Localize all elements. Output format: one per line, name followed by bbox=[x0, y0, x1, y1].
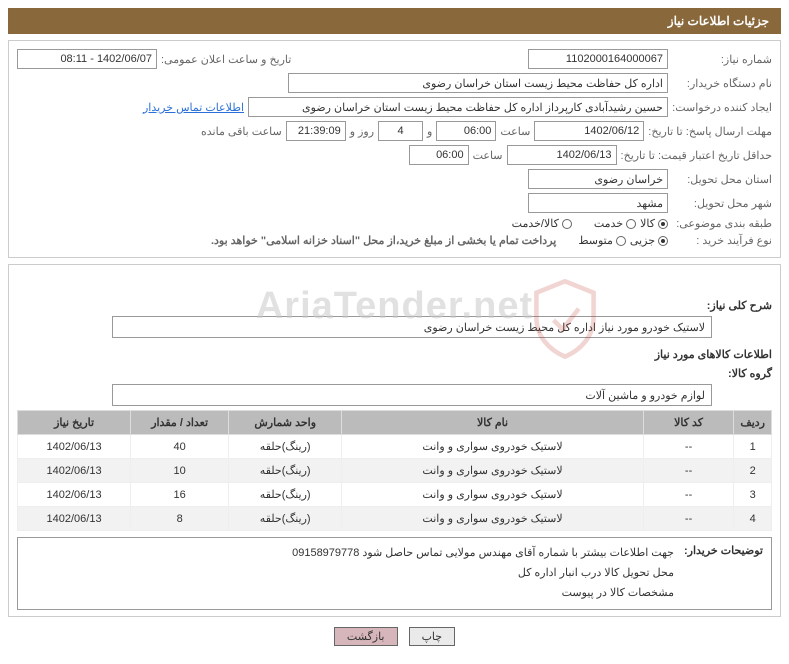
province-label: استان محل تحویل: bbox=[672, 173, 772, 186]
table-cell: (رینگ)حلقه bbox=[229, 507, 342, 531]
cat-goods-service-radio[interactable]: کالا/خدمت bbox=[512, 217, 572, 230]
remaining-label: ساعت باقی مانده bbox=[201, 125, 282, 138]
validity-hour-field: 06:00 bbox=[409, 145, 469, 165]
proc-partial-label: جزیی bbox=[630, 235, 655, 247]
need-number-field: 1102000164000067 bbox=[528, 49, 668, 69]
cat-goods-service-label: کالا/خدمت bbox=[512, 218, 559, 230]
table-cell: 10 bbox=[131, 459, 229, 483]
table-header-cell: واحد شمارش bbox=[229, 411, 342, 435]
table-cell: -- bbox=[643, 435, 733, 459]
buyer-contact-link[interactable]: اطلاعات تماس خریدار bbox=[143, 101, 244, 114]
cat-service-radio[interactable]: خدمت bbox=[594, 217, 636, 230]
table-header-cell: نام کالا bbox=[342, 411, 644, 435]
table-cell: 8 bbox=[131, 507, 229, 531]
proc-medium-radio[interactable]: متوسط bbox=[578, 234, 626, 247]
table-header-cell: کد کالا bbox=[643, 411, 733, 435]
panel-header: جزئیات اطلاعات نیاز bbox=[8, 8, 781, 34]
validity-label: حداقل تاریخ اعتبار قیمت: تا تاریخ: bbox=[621, 149, 772, 162]
table-row: 4--لاستیک خودروی سواری و وانت(رینگ)حلقه8… bbox=[18, 507, 772, 531]
announce-label: تاریخ و ساعت اعلان عمومی: bbox=[161, 53, 291, 66]
table-cell: 4 bbox=[734, 507, 772, 531]
table-cell: -- bbox=[643, 459, 733, 483]
table-cell: لاستیک خودروی سواری و وانت bbox=[342, 459, 644, 483]
need-panel: AriaTender.net شرح کلی نیاز: لاستیک خودر… bbox=[8, 264, 781, 617]
requester-field: حسین رشیدآبادی کارپرداز اداره کل حفاظت م… bbox=[248, 97, 668, 117]
table-cell: (رینگ)حلقه bbox=[229, 435, 342, 459]
table-cell: لاستیک خودروی سواری و وانت bbox=[342, 483, 644, 507]
city-label: شهر محل تحویل: bbox=[672, 197, 772, 210]
items-section-title: اطلاعات کالاهای مورد نیاز bbox=[17, 348, 772, 361]
table-cell: لاستیک خودروی سواری و وانت bbox=[342, 435, 644, 459]
table-row: 2--لاستیک خودروی سواری و وانت(رینگ)حلقه1… bbox=[18, 459, 772, 483]
need-title-value: لاستیک خودرو مورد نیاز اداره کل محیط زیس… bbox=[424, 321, 705, 334]
table-header-cell: تعداد / مقدار bbox=[131, 411, 229, 435]
requester-label: ایجاد کننده درخواست: bbox=[672, 101, 772, 114]
form-panel: شماره نیاز: 1102000164000067 تاریخ و ساع… bbox=[8, 40, 781, 258]
proc-medium-label: متوسط bbox=[578, 235, 613, 247]
province-field: خراسان رضوی bbox=[528, 169, 668, 189]
print-button[interactable]: چاپ bbox=[409, 627, 456, 646]
table-cell: 1402/06/13 bbox=[18, 435, 131, 459]
table-cell: 40 bbox=[131, 435, 229, 459]
cat-goods-label: کالا bbox=[640, 218, 655, 230]
category-label: طبقه بندی موضوعی: bbox=[672, 217, 772, 230]
announce-field: 1402/06/07 - 08:11 bbox=[17, 49, 157, 69]
table-cell: لاستیک خودروی سواری و وانت bbox=[342, 507, 644, 531]
desc-label: توضیحات خریدار: bbox=[684, 544, 763, 557]
table-cell: 1402/06/13 bbox=[18, 459, 131, 483]
table-row: 3--لاستیک خودروی سواری و وانت(رینگ)حلقه1… bbox=[18, 483, 772, 507]
need-title-label: شرح کلی نیاز: bbox=[672, 299, 772, 312]
desc-line3: مشخصات کالا در پیوست bbox=[562, 587, 674, 599]
desc-line1: جهت اطلاعات بیشتر با شماره آقای مهندس مو… bbox=[292, 547, 674, 559]
table-cell: (رینگ)حلقه bbox=[229, 483, 342, 507]
table-body: 1--لاستیک خودروی سواری و وانت(رینگ)حلقه4… bbox=[18, 435, 772, 531]
table-header-cell: ردیف bbox=[734, 411, 772, 435]
reply-hour-field: 06:00 bbox=[436, 121, 496, 141]
group-field: لوازم خودرو و ماشین آلات bbox=[112, 384, 712, 406]
table-cell: -- bbox=[643, 507, 733, 531]
footer-buttons: چاپ بازگشت bbox=[8, 627, 781, 646]
table-cell: 3 bbox=[734, 483, 772, 507]
table-cell: (رینگ)حلقه bbox=[229, 459, 342, 483]
buyer-description-box: توضیحات خریدار: جهت اطلاعات بیشتر با شما… bbox=[17, 537, 772, 610]
validity-date-field: 1402/06/13 bbox=[507, 145, 617, 165]
process-label: نوع فرآیند خرید : bbox=[672, 234, 772, 247]
table-cell: 2 bbox=[734, 459, 772, 483]
buyer-org-field: اداره کل حفاظت محیط زیست استان خراسان رض… bbox=[288, 73, 668, 93]
table-header-row: ردیفکد کالانام کالاواحد شمارشتعداد / مقد… bbox=[18, 411, 772, 435]
table-header-cell: تاریخ نیاز bbox=[18, 411, 131, 435]
reply-date-field: 1402/06/12 bbox=[534, 121, 644, 141]
table-cell: 1 bbox=[734, 435, 772, 459]
proc-partial-radio[interactable]: جزیی bbox=[630, 234, 668, 247]
days-word: روز و bbox=[350, 125, 374, 138]
payment-notice: پرداخت تمام یا بخشی از مبلغ خرید،از محل … bbox=[211, 234, 556, 247]
countdown-field: 21:39:09 bbox=[286, 121, 346, 141]
city-field: مشهد bbox=[528, 193, 668, 213]
table-cell: 16 bbox=[131, 483, 229, 507]
table-row: 1--لاستیک خودروی سواری و وانت(رینگ)حلقه4… bbox=[18, 435, 772, 459]
hour-label-2: ساعت bbox=[473, 149, 503, 162]
days-field: 4 bbox=[378, 121, 423, 141]
panel-title: جزئیات اطلاعات نیاز bbox=[668, 14, 769, 28]
table-cell: 1402/06/13 bbox=[18, 483, 131, 507]
reply-deadline-label: مهلت ارسال پاسخ: تا تاریخ: bbox=[648, 125, 772, 138]
table-cell: -- bbox=[643, 483, 733, 507]
need-title-field: لاستیک خودرو مورد نیاز اداره کل محیط زیس… bbox=[112, 316, 712, 338]
table-cell: 1402/06/13 bbox=[18, 507, 131, 531]
need-number-label: شماره نیاز: bbox=[672, 53, 772, 66]
and-label: و bbox=[427, 125, 432, 138]
group-value: لوازم خودرو و ماشین آلات bbox=[585, 389, 705, 402]
desc-line2: محل تحویل کالا درب انبار اداره کل bbox=[518, 567, 674, 579]
items-table: ردیفکد کالانام کالاواحد شمارشتعداد / مقد… bbox=[17, 410, 772, 531]
hour-label-1: ساعت bbox=[500, 125, 530, 138]
buyer-org-label: نام دستگاه خریدار: bbox=[672, 77, 772, 90]
group-label: گروه کالا: bbox=[672, 367, 772, 380]
back-button[interactable]: بازگشت bbox=[334, 627, 398, 646]
cat-goods-radio[interactable]: کالا bbox=[640, 217, 668, 230]
cat-service-label: خدمت bbox=[594, 218, 623, 230]
